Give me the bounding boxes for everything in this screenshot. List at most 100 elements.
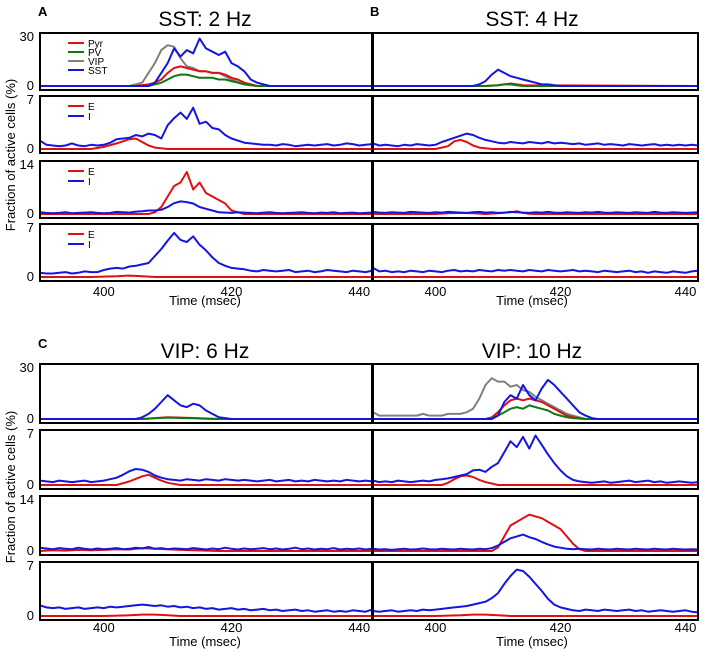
y-tick-label: 30 — [20, 29, 34, 44]
series-group — [373, 68, 698, 87]
x-axis-label-b: Time (msec) — [496, 293, 568, 308]
y-tick-label: 7 — [27, 92, 34, 107]
series-line-i — [373, 210, 698, 214]
title-vip-10hz: VIP: 10 Hz — [482, 340, 582, 363]
subplot-g0-r2: 0 14 EI — [20, 157, 373, 221]
series-line-i — [40, 231, 372, 275]
series-group — [40, 106, 372, 150]
series-line-e — [373, 474, 698, 486]
legend-label-i: I — [88, 112, 91, 123]
subplot-g3-r2 — [372, 495, 699, 556]
series-line-i — [373, 434, 698, 484]
subplot-frame — [39, 495, 373, 556]
series-group — [373, 267, 698, 278]
subplot-frame — [39, 363, 373, 424]
title-sst-2hz: SST: 2 Hz — [158, 8, 251, 31]
panel-letter-c: C — [38, 336, 48, 351]
subplot-frame — [372, 160, 699, 219]
y-tick-label: 7 — [27, 220, 34, 235]
y-tick-label: 0 — [27, 206, 34, 221]
y-tick-label: 0 — [27, 477, 34, 492]
y-tick-label: 0 — [27, 78, 34, 93]
y-tick-label: 14 — [20, 157, 34, 172]
subplot-frame — [372, 429, 699, 490]
panel-letter-a: A — [38, 4, 48, 19]
subplot-g2-r0: 0 30 — [20, 360, 373, 426]
subplot-frame — [372, 363, 699, 424]
series-line-i — [40, 546, 372, 551]
subplot-frame — [372, 32, 699, 91]
x-tick-label: 420 — [550, 284, 572, 299]
subplot-g0-r1: 0 7 EI — [27, 92, 373, 156]
legend-label-pv: PV — [88, 48, 102, 59]
legend-label-e: E — [88, 167, 95, 178]
subplot-g1-r3: 400 420 440 — [372, 223, 699, 299]
series-line-vip — [373, 377, 698, 420]
series-group — [373, 377, 698, 420]
series-group — [40, 394, 372, 420]
x-tick-label: 400 — [93, 284, 115, 299]
series-line-e — [40, 274, 372, 278]
series-line-i — [40, 603, 372, 613]
y-tick-label: 7 — [27, 558, 34, 573]
x-tick-label: 440 — [675, 620, 697, 635]
y-tick-label: 14 — [20, 492, 34, 507]
y-tick-label: 7 — [27, 426, 34, 441]
series-line-e — [40, 137, 372, 150]
subplot-g1-r0 — [372, 32, 699, 91]
series-line-e — [40, 473, 372, 486]
series-line-sst — [373, 378, 698, 420]
legend-label-e: E — [88, 230, 95, 241]
series-group — [40, 171, 372, 215]
legend-label-sst: SST — [88, 66, 107, 77]
series-line-pv — [373, 404, 698, 420]
series-group — [40, 231, 372, 278]
x-tick-label: 420 — [550, 620, 572, 635]
series-group — [40, 603, 372, 617]
subplot-frame — [372, 495, 699, 556]
panel-letter-b: B — [370, 4, 379, 19]
x-tick-label: 400 — [93, 620, 115, 635]
subplot-g1-r1 — [372, 95, 699, 154]
series-group — [373, 434, 698, 486]
series-line-e — [373, 513, 698, 552]
subplot-g2-r1: 07 — [27, 426, 373, 492]
x-tick-label: 420 — [221, 284, 243, 299]
subplot-g2-r3: 0 7 400 420 440 — [27, 558, 373, 635]
series-line-i — [373, 132, 698, 148]
series-line-e — [40, 613, 372, 617]
series-line-i — [40, 468, 372, 484]
series-line-pv — [40, 416, 372, 420]
series-group — [40, 37, 372, 87]
series-line-sst — [40, 37, 372, 87]
series-line-pyr — [373, 397, 698, 420]
series-line-i — [373, 267, 698, 274]
x-tick-label: 440 — [348, 620, 370, 635]
series-line-e — [40, 171, 372, 215]
subplot-g2-r2: 0 14 — [20, 492, 373, 558]
subplot-g0-r3: 0 7 EI 400 420 440 — [27, 220, 373, 299]
y-axis-label-top: Fraction of active cells (%) — [3, 79, 18, 231]
x-tick-label: 400 — [425, 620, 447, 635]
title-vip-6hz: VIP: 6 Hz — [161, 340, 250, 363]
subplot-g1-r2 — [372, 160, 699, 219]
y-tick-label: 0 — [27, 141, 34, 156]
x-axis-label-c: Time (msec) — [169, 634, 241, 649]
subplot-frame — [372, 95, 699, 154]
series-group — [373, 568, 698, 617]
x-tick-label: 440 — [348, 284, 370, 299]
y-tick-label: 0 — [27, 411, 34, 426]
series-line-pv — [40, 73, 372, 87]
y-tick-label: 30 — [20, 360, 34, 375]
series-line-i — [373, 568, 698, 614]
series-line-pv — [373, 83, 698, 87]
y-tick-label: 0 — [27, 543, 34, 558]
subplot-frame — [372, 561, 699, 621]
subplot-frame — [372, 223, 699, 282]
series-line-sst — [40, 394, 372, 420]
series-group — [373, 513, 698, 552]
legend-label-pyr: Pyr — [88, 39, 104, 50]
series-group — [373, 132, 698, 150]
